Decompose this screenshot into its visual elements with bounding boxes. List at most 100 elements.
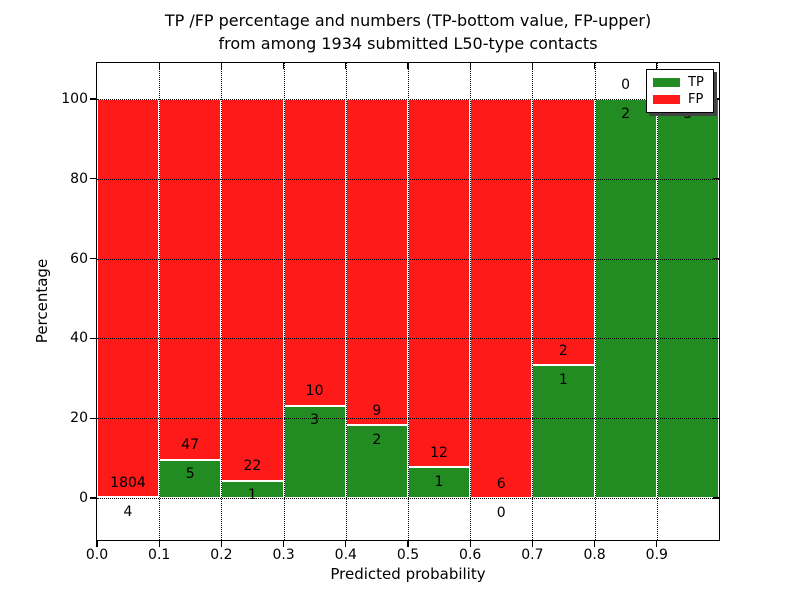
- x-tick-label: 0.5: [396, 547, 420, 563]
- vertical-gridline: [656, 63, 658, 540]
- bar-fp-segment: [283, 99, 346, 406]
- tp-color-swatch: [653, 78, 680, 87]
- x-tick-label: 0.3: [272, 547, 295, 563]
- bar-tp-count-label: 1: [558, 371, 568, 388]
- bar-tp-segment: [594, 99, 657, 498]
- vertical-gridline: [221, 63, 223, 540]
- bar-tp-count-label: 5: [185, 466, 195, 483]
- chart-title: TP /FP percentage and numbers (TP-bottom…: [97, 9, 719, 55]
- bar-tp-segment: [283, 405, 346, 498]
- bar-fp-count-label: 6: [496, 475, 506, 492]
- y-tick-label: 0: [79, 490, 88, 506]
- bar-tp-count-label: 2: [372, 431, 382, 448]
- bar-fp-segment: [159, 99, 222, 460]
- legend-entry-tp: TP: [653, 75, 707, 91]
- x-tick-label: 0.6: [459, 547, 482, 563]
- bottom-tick-mark: [345, 540, 347, 547]
- chart-title-line2: from among 1934 submitted L50-type conta…: [218, 34, 598, 53]
- x-tick-label: 0.0: [85, 547, 109, 563]
- vertical-gridline: [408, 63, 409, 540]
- top-tick-mark: [656, 63, 658, 69]
- legend-label-fp: FP: [688, 91, 704, 107]
- left-tick-mark: [90, 417, 97, 419]
- bar-tp-count-label: 0: [496, 504, 506, 521]
- bottom-tick-mark: [656, 540, 658, 547]
- bottom-tick-mark: [283, 540, 285, 547]
- left-tick-mark: [90, 178, 97, 180]
- top-tick-mark: [594, 63, 596, 69]
- bottom-tick-mark: [407, 540, 409, 547]
- right-tick-mark: [713, 98, 719, 100]
- y-tick-label: 60: [70, 250, 88, 267]
- chart-title-line1: TP /FP percentage and numbers (TP-bottom…: [164, 11, 652, 30]
- y-tick-label: 20: [70, 410, 88, 427]
- bar-tp-count-label: 1: [247, 487, 257, 504]
- bar-tp-count-label: 4: [123, 503, 133, 520]
- bar-fp-count-label: 2: [558, 342, 568, 359]
- bottom-tick-mark: [158, 540, 160, 547]
- right-tick-mark: [713, 497, 719, 499]
- top-tick-mark: [407, 63, 409, 69]
- bar-fp-segment: [408, 99, 471, 468]
- vertical-gridline: [470, 63, 472, 540]
- x-tick-label: 0.7: [521, 547, 544, 563]
- y-tick-label: 40: [70, 330, 88, 347]
- bottom-tick-mark: [531, 540, 534, 547]
- bar-fp-count-label: 22: [243, 458, 262, 475]
- legend-label-tp: TP: [688, 74, 704, 90]
- fp-color-swatch: [653, 95, 680, 104]
- x-axis-label: Predicted probability: [330, 565, 486, 583]
- bar-fp-count-label: 12: [430, 444, 448, 461]
- x-tick-label: 0.1: [148, 547, 171, 563]
- bar-tp-count-label: 2: [621, 105, 631, 122]
- left-tick-mark: [90, 337, 97, 340]
- bar-fp-segment: [345, 99, 408, 426]
- vertical-gridline: [345, 63, 347, 540]
- bottom-tick-mark: [594, 540, 596, 547]
- bar-fp-count-label: 1804: [110, 474, 146, 491]
- bar-tp-segment: [656, 99, 719, 498]
- bar-tp-count-label: 1: [434, 473, 444, 490]
- bar-fp-segment: [470, 99, 533, 498]
- plot-area: 180444752211039212160210203: [96, 62, 720, 541]
- bar-tp-count-label: 3: [310, 412, 320, 429]
- bar-fp-segment: [221, 99, 284, 481]
- y-tick-label: 100: [61, 91, 88, 107]
- bar-fp-segment: [97, 99, 160, 498]
- top-tick-mark: [220, 63, 223, 69]
- top-tick-mark: [158, 63, 160, 69]
- bar-fp-count-label: 0: [621, 76, 631, 93]
- legend: TP FP: [646, 69, 714, 113]
- right-tick-mark: [713, 178, 719, 180]
- bar-tp-segment: [159, 459, 222, 498]
- bottom-tick-mark: [220, 540, 223, 547]
- vertical-gridline: [532, 63, 534, 540]
- bottom-tick-mark: [469, 540, 471, 547]
- vertical-gridline: [283, 63, 285, 540]
- right-tick-mark: [713, 258, 719, 260]
- x-tick-label: 0.2: [210, 547, 233, 563]
- right-tick-mark: [713, 417, 719, 419]
- left-tick-mark: [90, 98, 97, 100]
- bottom-tick-mark: [96, 540, 98, 547]
- right-tick-mark: [713, 337, 719, 340]
- top-tick-mark: [345, 63, 347, 69]
- legend-entry-fp: FP: [653, 92, 707, 108]
- top-tick-mark: [531, 63, 534, 69]
- x-tick-label: 0.9: [645, 547, 668, 563]
- bar-fp-count-label: 10: [305, 383, 324, 400]
- top-tick-mark: [469, 63, 471, 69]
- bar-tp-count-label: 3: [683, 105, 693, 122]
- left-tick-mark: [90, 258, 97, 260]
- y-tick-label: 80: [70, 170, 88, 187]
- x-tick-label: 0.8: [583, 547, 606, 563]
- bar-fp-count-label: 47: [181, 437, 200, 454]
- vertical-gridline: [159, 63, 161, 540]
- x-tick-label: 0.4: [334, 547, 357, 563]
- top-tick-mark: [283, 63, 285, 69]
- bar-fp-segment: [532, 99, 595, 365]
- bar-fp-count-label: 9: [372, 402, 382, 419]
- left-tick-mark: [90, 497, 97, 499]
- vertical-gridline: [594, 63, 596, 540]
